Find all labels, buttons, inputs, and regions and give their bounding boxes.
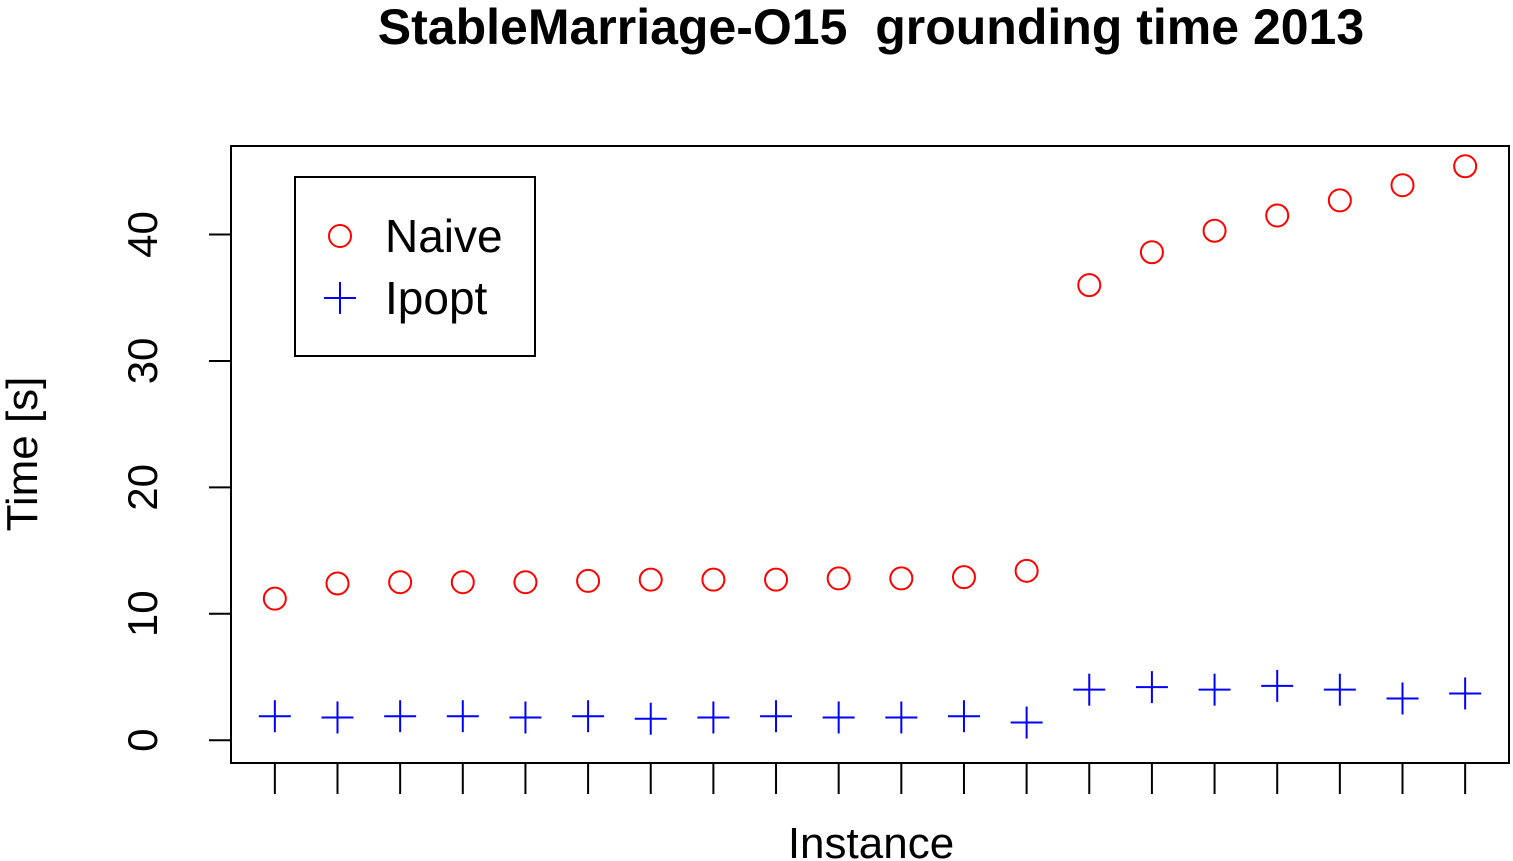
legend: Naive Ipopt — [294, 176, 536, 357]
naive-point — [450, 570, 475, 595]
legend-box — [294, 176, 536, 357]
ipopt-point — [634, 702, 667, 735]
y-tick-label: 10 — [119, 590, 166, 637]
naive-point — [1265, 203, 1290, 228]
y-axis: 0 10 20 30 40 — [119, 211, 231, 752]
ipopt-point — [760, 700, 793, 733]
ipopt-point — [1449, 677, 1482, 710]
ipopt-point — [1010, 706, 1043, 739]
naive-point — [701, 567, 726, 592]
naive-point — [576, 568, 601, 593]
naive-point — [1453, 154, 1478, 179]
ipopt-point — [321, 701, 354, 734]
naive-point — [1139, 240, 1164, 265]
data-points — [258, 154, 1482, 739]
x-axis — [273, 763, 1467, 794]
naive-point — [325, 571, 350, 596]
naive-point — [262, 586, 287, 611]
ipopt-point — [697, 701, 730, 734]
ipopt-point — [1323, 673, 1356, 706]
y-tick-label: 20 — [119, 464, 166, 511]
naive-point — [826, 566, 851, 591]
naive-point — [638, 567, 663, 592]
chart-title: StableMarriage-O15 grounding time 2013 — [378, 0, 1364, 55]
naive-point — [1327, 188, 1352, 213]
legend-naive-marker — [328, 224, 352, 248]
legend-ipopt-marker — [324, 282, 356, 314]
ipopt-point — [1386, 682, 1419, 715]
y-tick-label: 0 — [119, 729, 166, 752]
naive-point — [1014, 558, 1039, 583]
ipopt-point — [1135, 671, 1168, 704]
ipopt-point — [947, 700, 980, 733]
legend-naive-label: Naive — [385, 210, 503, 262]
ipopt-point — [1198, 673, 1231, 706]
naive-point — [1077, 273, 1102, 298]
ipopt-point — [1261, 669, 1294, 702]
naive-point — [764, 567, 789, 592]
naive-point — [889, 566, 914, 591]
legend-ipopt-label: Ipopt — [385, 272, 488, 324]
naive-point — [1390, 173, 1415, 198]
naive-point — [951, 565, 976, 590]
ipopt-point — [509, 701, 542, 734]
naive-point — [513, 570, 538, 595]
plot-frame — [230, 145, 1510, 764]
ipopt-point — [822, 701, 855, 734]
ipopt-point — [572, 700, 605, 733]
y-axis-label: Time [s] — [0, 377, 47, 532]
naive-point — [388, 570, 413, 595]
y-tick-label: 40 — [119, 211, 166, 258]
ipopt-point — [446, 700, 479, 733]
ipopt-point — [384, 700, 417, 733]
ipopt-point — [1073, 673, 1106, 706]
x-axis-label: Instance — [788, 819, 954, 861]
naive-point — [1202, 218, 1227, 243]
ipopt-point — [258, 700, 291, 733]
ipopt-point — [885, 701, 918, 734]
y-tick-label: 30 — [119, 338, 166, 385]
